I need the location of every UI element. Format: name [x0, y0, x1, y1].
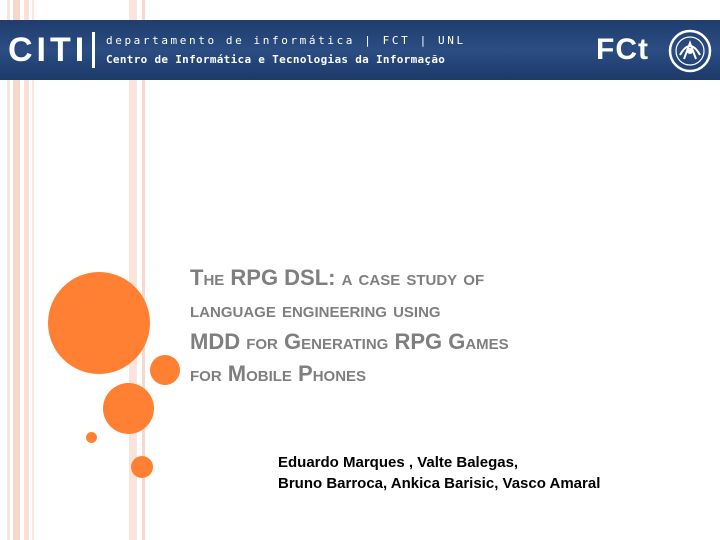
centre-text: Centro de Informática e Tecnologias da I…	[106, 53, 446, 66]
title-line: MDD for Generating RPG Games	[190, 329, 509, 354]
department-text: departamento de informática | FCT | UNL	[106, 34, 466, 47]
title-line: for Mobile Phones	[190, 361, 367, 386]
header-banner: CITI departamento de informática | FCT |…	[0, 20, 720, 80]
decorative-stripe	[129, 0, 137, 540]
title-line: language engineering using	[190, 297, 441, 322]
decorative-stripe	[24, 0, 29, 540]
citi-logo: CITI	[8, 31, 89, 69]
title-line: The RPG DSL: a case study of	[190, 265, 485, 290]
decorative-circle-medium	[103, 383, 154, 434]
university-seal-icon	[668, 29, 712, 73]
decorative-stripe	[32, 0, 34, 540]
decorative-stripe	[142, 0, 145, 540]
slide-title: The RPG DSL: a case study of language en…	[190, 262, 710, 390]
authors-line: Bruno Barroca, Ankica Barisic, Vasco Ama…	[278, 475, 601, 492]
decorative-stripe	[7, 0, 10, 540]
decorative-circle-small	[131, 456, 153, 478]
authors: Eduardo Marques , Valte Balegas, Bruno B…	[278, 452, 600, 494]
decorative-circle-tiny	[86, 432, 97, 443]
banner-separator	[92, 32, 95, 68]
decorative-circle-large	[48, 272, 150, 374]
fct-logo: FCt	[596, 33, 649, 66]
decorative-stripe	[13, 0, 20, 540]
authors-line: Eduardo Marques , Valte Balegas,	[278, 454, 519, 471]
decorative-circle-small	[150, 355, 180, 385]
